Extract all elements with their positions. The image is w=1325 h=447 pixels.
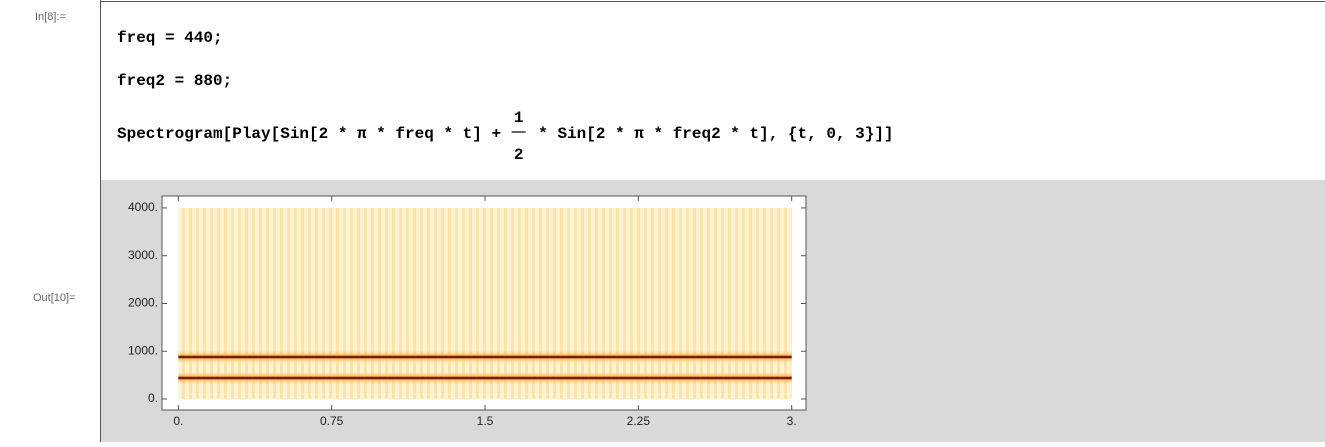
- y-tick-label: 3000.: [128, 248, 158, 262]
- code-line: freq = 440;: [117, 29, 223, 47]
- code-line: Spectrogram[Play[Sin[2 * π * freq * t] +: [117, 125, 511, 143]
- denominator: 2: [514, 146, 524, 164]
- y-tick-label: 0.: [148, 391, 158, 405]
- input-label: In[8]:=: [35, 11, 66, 23]
- code-line: freq2 = 880;: [117, 72, 232, 90]
- notebook: In[8]:= Out[10]= freq = 440; freq2 = 880…: [0, 0, 1325, 442]
- output-label: Out[10]=: [33, 292, 76, 304]
- spectrogram-background: [178, 208, 791, 399]
- y-tick-label: 4000.: [128, 200, 158, 214]
- y-tick-label: 2000.: [128, 296, 158, 310]
- x-tick-label: 0.75: [320, 414, 344, 428]
- numerator: 1: [514, 109, 524, 127]
- fraction: 1 2: [512, 109, 526, 164]
- x-tick-label: 0.: [173, 414, 183, 428]
- x-tick-label: 2.25: [627, 414, 651, 428]
- y-tick-label: 1000.: [128, 343, 158, 357]
- x-tick-label: 1.5: [477, 414, 494, 428]
- x-tick-label: 3.: [787, 414, 797, 428]
- code-line: * Sin[2 * π * freq2 * t], {t, 0, 3}]]: [529, 125, 894, 143]
